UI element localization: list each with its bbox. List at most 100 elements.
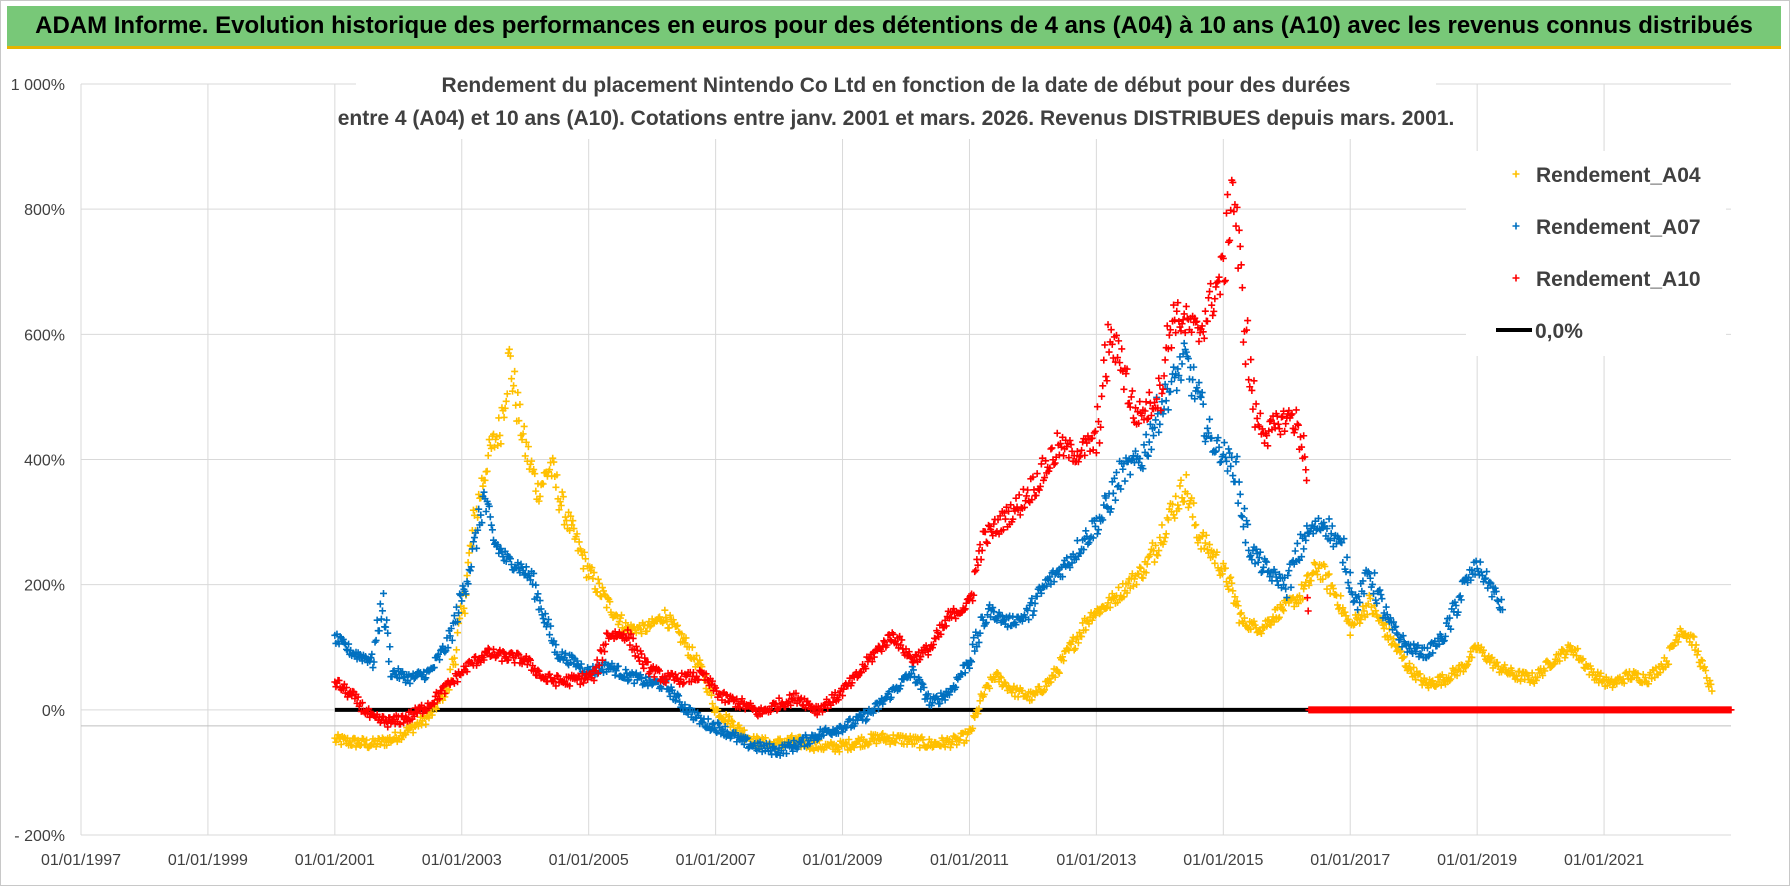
data-point — [1135, 419, 1143, 427]
data-point — [1360, 607, 1368, 615]
data-point — [1340, 535, 1348, 543]
data-point — [1099, 382, 1107, 390]
data-point — [1152, 541, 1160, 549]
data-point — [1172, 329, 1180, 337]
data-point — [1304, 571, 1312, 579]
data-point — [1066, 563, 1074, 571]
data-point — [339, 635, 347, 643]
data-point — [342, 645, 350, 653]
data-point — [906, 653, 914, 661]
data-point — [1518, 672, 1526, 680]
data-point — [1202, 433, 1210, 441]
data-point — [1269, 613, 1277, 621]
data-point — [1459, 668, 1467, 676]
data-point — [1112, 468, 1120, 476]
data-point — [638, 674, 646, 682]
data-point — [910, 673, 918, 681]
data-point — [485, 502, 493, 510]
data-point — [1018, 687, 1026, 695]
data-point — [1224, 191, 1232, 199]
data-point — [1041, 474, 1049, 482]
data-point — [369, 664, 377, 672]
data-point — [1103, 377, 1111, 385]
data-point — [1246, 383, 1254, 391]
data-point — [1167, 378, 1175, 386]
data-point — [1071, 645, 1079, 653]
data-point — [1214, 434, 1222, 442]
data-point — [1354, 606, 1362, 614]
data-point — [1566, 642, 1574, 650]
data-point — [1420, 674, 1428, 682]
data-point — [1416, 650, 1424, 658]
data-point — [747, 699, 755, 707]
data-point — [1083, 439, 1091, 447]
data-point — [1095, 418, 1102, 426]
data-point — [1325, 570, 1333, 578]
data-point — [790, 737, 798, 745]
data-point — [1309, 569, 1317, 577]
data-point — [535, 667, 543, 675]
data-point — [1360, 590, 1368, 598]
data-point — [1247, 551, 1255, 559]
data-point — [598, 656, 606, 664]
data-point — [1211, 295, 1219, 303]
data-point — [1708, 687, 1716, 695]
data-point — [976, 629, 984, 637]
data-point — [622, 666, 630, 674]
data-point — [1376, 586, 1384, 594]
data-point — [1291, 547, 1299, 555]
data-point — [704, 715, 712, 723]
data-point — [356, 741, 364, 749]
data-point — [965, 664, 973, 672]
data-point — [1194, 539, 1202, 547]
data-point — [1171, 374, 1179, 382]
data-point — [1145, 388, 1153, 396]
data-point — [499, 648, 507, 656]
data-point — [485, 436, 493, 444]
data-point — [1303, 594, 1311, 602]
data-point — [1160, 372, 1168, 380]
data-point — [736, 724, 744, 732]
data-point — [1192, 521, 1200, 529]
data-point — [1104, 321, 1112, 329]
data-point — [1120, 385, 1128, 393]
data-point — [642, 673, 650, 681]
data-point — [621, 673, 629, 681]
data-point — [1093, 605, 1101, 613]
data-point — [1248, 386, 1256, 394]
data-point — [1244, 317, 1252, 325]
data-point — [1706, 677, 1714, 685]
data-point — [1446, 677, 1454, 685]
data-point — [332, 738, 340, 746]
data-point — [533, 593, 541, 601]
data-point — [1188, 328, 1196, 336]
data-point — [1102, 604, 1110, 612]
data-point — [1105, 348, 1113, 356]
data-point — [1092, 449, 1100, 457]
data-point — [1170, 363, 1178, 371]
data-point — [1190, 363, 1198, 371]
data-point — [1249, 405, 1257, 413]
data-point — [467, 563, 475, 571]
data-point — [1320, 518, 1328, 526]
data-point — [1447, 625, 1455, 633]
data-point — [862, 665, 870, 673]
data-point — [1229, 178, 1237, 186]
data-point — [474, 526, 482, 534]
data-point — [1075, 629, 1083, 637]
data-point — [577, 660, 585, 668]
y-tick-label: 0% — [42, 703, 65, 720]
data-point — [1158, 521, 1166, 529]
data-point — [446, 665, 454, 673]
data-point — [1206, 541, 1214, 549]
data-point — [335, 676, 343, 684]
data-point — [1399, 654, 1407, 662]
data-point — [776, 735, 784, 743]
data-point — [527, 460, 535, 468]
data-point — [354, 736, 362, 744]
data-point — [493, 652, 501, 660]
data-point — [1497, 596, 1505, 604]
data-point — [1232, 458, 1240, 466]
data-point — [1174, 299, 1182, 307]
data-point — [1097, 608, 1105, 616]
